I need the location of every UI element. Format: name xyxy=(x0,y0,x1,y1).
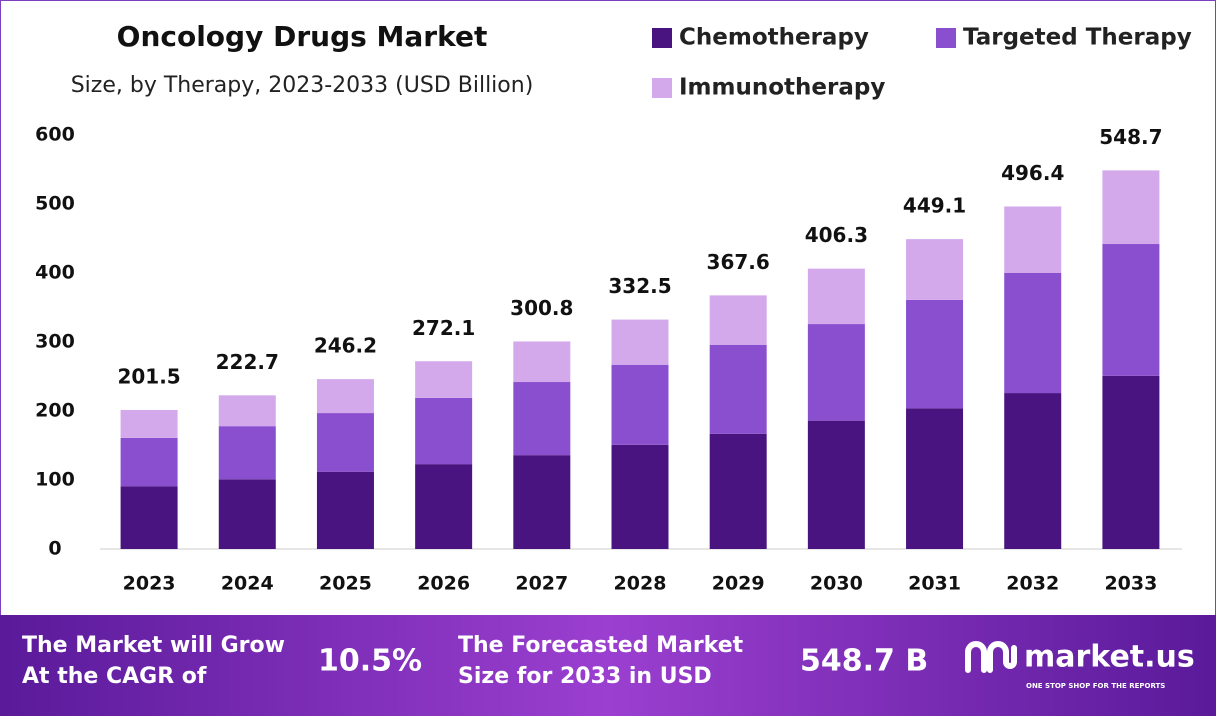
bar-segment xyxy=(316,379,374,414)
bar-segment xyxy=(513,382,571,456)
bar-segment xyxy=(120,486,178,549)
x-tick-label: 2028 xyxy=(614,573,667,595)
bar-segment xyxy=(906,299,964,409)
footer-value: 10.5% xyxy=(318,644,422,679)
bar-segment xyxy=(611,319,669,365)
footer-text: Size for 2033 in USD xyxy=(458,664,712,689)
total-label: 201.5 xyxy=(117,364,180,388)
bar-segment xyxy=(415,464,473,549)
y-tick-label: 300 xyxy=(35,331,75,353)
x-tick-label: 2026 xyxy=(417,573,470,595)
bar-segment xyxy=(709,433,767,549)
bar-segment xyxy=(513,455,571,549)
bar-segment xyxy=(611,444,669,549)
bar-segment xyxy=(1004,206,1062,273)
bar-segment xyxy=(415,397,473,465)
x-tick-label: 2030 xyxy=(810,573,863,595)
bar-segment xyxy=(807,324,865,421)
bar-segment xyxy=(1004,393,1062,549)
bar-segment xyxy=(218,395,276,427)
x-tick-label: 2033 xyxy=(1104,573,1157,595)
bar-segment xyxy=(1102,244,1160,376)
footer-value: 548.7 B xyxy=(800,644,928,679)
legend-label: Targeted Therapy xyxy=(963,25,1192,51)
bar-segment xyxy=(316,413,374,472)
total-label: 272.1 xyxy=(412,316,475,340)
bar-segment xyxy=(1004,273,1062,394)
x-tick-label: 2032 xyxy=(1006,573,1059,595)
total-label: 406.3 xyxy=(805,223,868,247)
bar-segment xyxy=(316,471,374,549)
bar-segment xyxy=(120,437,178,487)
x-tick-label: 2024 xyxy=(221,573,274,595)
bar-segment xyxy=(709,295,767,345)
chart-subtitle: Size, by Therapy, 2023-2033 (USD Billion… xyxy=(71,73,534,98)
x-tick-label: 2029 xyxy=(712,573,765,595)
bar-segment xyxy=(906,239,964,300)
legend-swatch xyxy=(652,28,672,48)
bar-segment xyxy=(120,409,178,438)
x-tick-label: 2031 xyxy=(908,573,961,595)
bar-segment xyxy=(709,344,767,434)
bar-segment xyxy=(415,361,473,398)
bar-segment xyxy=(218,479,276,549)
bar-segment xyxy=(1102,375,1160,549)
footer-text: At the CAGR of xyxy=(22,664,207,689)
total-label: 246.2 xyxy=(314,334,377,358)
bar-segment xyxy=(906,408,964,549)
legend-label: Chemotherapy xyxy=(679,25,869,51)
footer-text: The Market will Grow xyxy=(22,633,285,658)
brand-name: market.us xyxy=(1024,640,1195,675)
bar-segment xyxy=(807,420,865,549)
total-label: 449.1 xyxy=(903,194,966,218)
brand-logo xyxy=(965,641,1017,673)
bar-segment xyxy=(513,341,571,383)
bar-segment xyxy=(1102,170,1160,245)
x-tick-label: 2027 xyxy=(515,573,568,595)
footer-text: The Forecasted Market xyxy=(458,633,744,658)
y-tick-label: 0 xyxy=(48,538,61,560)
total-label: 496.4 xyxy=(1001,161,1064,185)
total-label: 300.8 xyxy=(510,296,573,320)
y-tick-label: 100 xyxy=(35,469,75,491)
total-label: 367.6 xyxy=(707,250,770,274)
legend: Chemotherapy Targeted Therapy Immunotherap… xyxy=(652,25,1192,101)
chart-title: Oncology Drugs Market xyxy=(117,20,488,53)
total-label: 332.5 xyxy=(608,274,671,298)
brand-tagline: ONE STOP SHOP FOR THE REPORTS xyxy=(1026,682,1165,690)
bar-segment xyxy=(611,364,669,445)
x-tick-label: 2025 xyxy=(319,573,372,595)
y-tick-label: 500 xyxy=(35,193,75,215)
y-tick-label: 400 xyxy=(35,262,75,284)
bar-segment xyxy=(218,426,276,480)
y-tick-label: 200 xyxy=(35,400,75,422)
total-label: 222.7 xyxy=(216,350,279,374)
total-label: 548.7 xyxy=(1099,125,1162,149)
legend-swatch xyxy=(936,28,956,48)
bar-segment xyxy=(807,268,865,325)
legend-label: Immunotherapy xyxy=(679,75,885,101)
y-tick-label: 600 xyxy=(35,124,75,146)
x-tick-label: 2023 xyxy=(123,573,176,595)
legend-swatch xyxy=(652,78,672,98)
